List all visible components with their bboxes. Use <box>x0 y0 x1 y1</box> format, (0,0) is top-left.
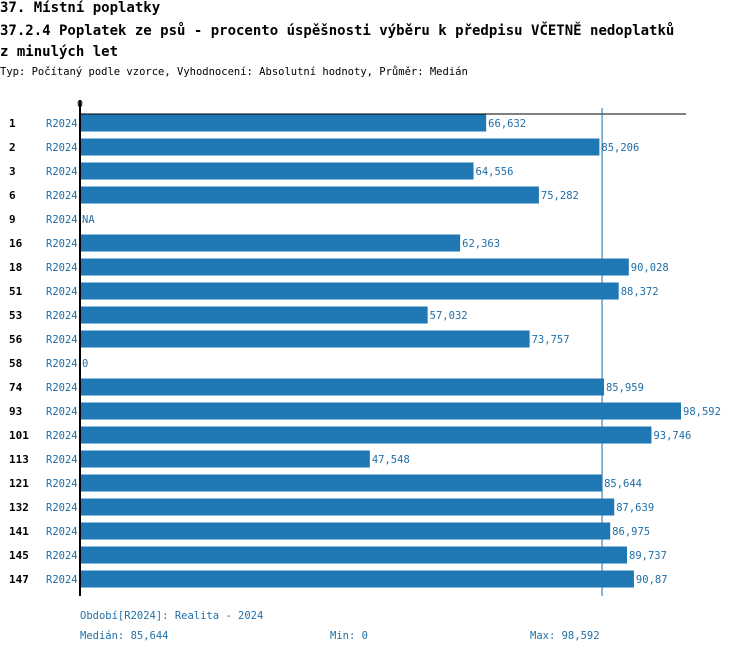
row-id-label: 121 <box>9 477 29 490</box>
data-label: 85,644 <box>604 478 642 490</box>
data-label: 88,372 <box>621 286 659 298</box>
footer-period: Období[R2024]: Realita - 2024 <box>80 610 264 622</box>
footer-min: Min: 0 <box>330 630 368 642</box>
page-title: 37. Místní poplatky <box>0 0 161 16</box>
row-id-label: 101 <box>9 429 29 442</box>
data-label: 90,028 <box>631 262 669 274</box>
row-period-label: R2024 <box>46 478 78 490</box>
row-period-label: R2024 <box>46 262 78 274</box>
data-label: 89,737 <box>629 550 667 562</box>
bar <box>80 162 474 180</box>
row-period-label: R2024 <box>46 310 78 322</box>
bar <box>80 114 487 132</box>
bar <box>80 282 619 300</box>
row-id-label: 56 <box>9 333 23 346</box>
data-label: 57,032 <box>430 310 468 322</box>
data-label: 64,556 <box>476 166 514 178</box>
row-period-label: R2024 <box>46 382 78 394</box>
row-period-label: R2024 <box>46 238 78 250</box>
bar <box>80 474 603 492</box>
row-id-label: 6 <box>9 189 16 202</box>
bar <box>80 306 428 324</box>
row-period-label: R2024 <box>46 526 78 538</box>
bar <box>80 570 634 588</box>
data-label: 93,746 <box>653 430 691 442</box>
row-id-label: 93 <box>9 405 22 418</box>
row-id-label: 58 <box>9 357 22 370</box>
row-period-label: R2024 <box>46 430 78 442</box>
row-id-label: 113 <box>9 453 29 466</box>
data-label: 98,592 <box>683 406 721 418</box>
chart-description: Typ: Počítaný podle vzorce, Vyhodnocení:… <box>0 66 468 78</box>
row-id-label: 132 <box>9 501 29 514</box>
row-period-label: R2024 <box>46 286 78 298</box>
chart-title: 37.2.4 Poplatek ze psů - procento úspěšn… <box>0 21 674 63</box>
bar <box>80 378 604 396</box>
data-label: 62,363 <box>462 238 500 250</box>
chart-title-line-1: 37.2.4 Poplatek ze psů - procento úspěšn… <box>0 23 675 39</box>
bar <box>80 546 628 564</box>
data-label: 66,632 <box>488 118 526 130</box>
row-id-label: 141 <box>9 525 29 538</box>
row-id-label: 51 <box>9 285 23 298</box>
bar <box>80 426 652 444</box>
row-id-label: 53 <box>9 309 22 322</box>
bar <box>80 522 611 540</box>
row-period-label: R2024 <box>46 118 78 130</box>
row-period-label: R2024 <box>46 502 78 514</box>
footer-median: Medián: 85,644 <box>80 630 169 642</box>
bar <box>80 186 539 204</box>
bar <box>80 234 461 252</box>
bar <box>80 330 530 348</box>
row-period-label: R2024 <box>46 574 78 586</box>
chart-title-line-2: z minulých let <box>0 44 119 60</box>
row-period-label: R2024 <box>46 166 78 178</box>
bar <box>80 258 629 276</box>
data-label: 75,282 <box>541 190 579 202</box>
row-id-label: 147 <box>9 573 29 586</box>
bar <box>80 498 615 516</box>
row-period-label: R2024 <box>46 406 78 418</box>
row-id-label: 2 <box>9 141 16 154</box>
row-period-label: R2024 <box>46 142 78 154</box>
row-id-label: 16 <box>9 237 23 250</box>
row-period-label: R2024 <box>46 214 78 226</box>
data-label: 73,757 <box>532 334 570 346</box>
data-label: 0 <box>82 358 88 370</box>
data-label: 86,975 <box>612 526 650 538</box>
row-id-label: 18 <box>9 261 22 274</box>
row-period-label: R2024 <box>46 550 78 562</box>
data-label: 47,548 <box>372 454 410 466</box>
row-period-label: R2024 <box>46 334 78 346</box>
data-label: 85,206 <box>601 142 639 154</box>
bar <box>80 402 681 420</box>
data-label: 90,87 <box>636 574 668 586</box>
row-period-label: R2024 <box>46 190 78 202</box>
row-id-label: 74 <box>9 381 23 394</box>
data-label: 87,639 <box>616 502 654 514</box>
bar <box>80 450 370 468</box>
row-id-label: 145 <box>9 549 29 562</box>
bar <box>80 138 600 156</box>
row-id-label: 3 <box>9 165 16 178</box>
row-period-label: R2024 <box>46 454 78 466</box>
row-id-label: 1 <box>9 117 16 130</box>
data-label: 85,959 <box>606 382 644 394</box>
footer-max: Max: 98,592 <box>530 630 600 642</box>
data-label: NA <box>82 214 95 226</box>
row-period-label: R2024 <box>46 358 78 370</box>
row-id-label: 9 <box>9 213 16 226</box>
